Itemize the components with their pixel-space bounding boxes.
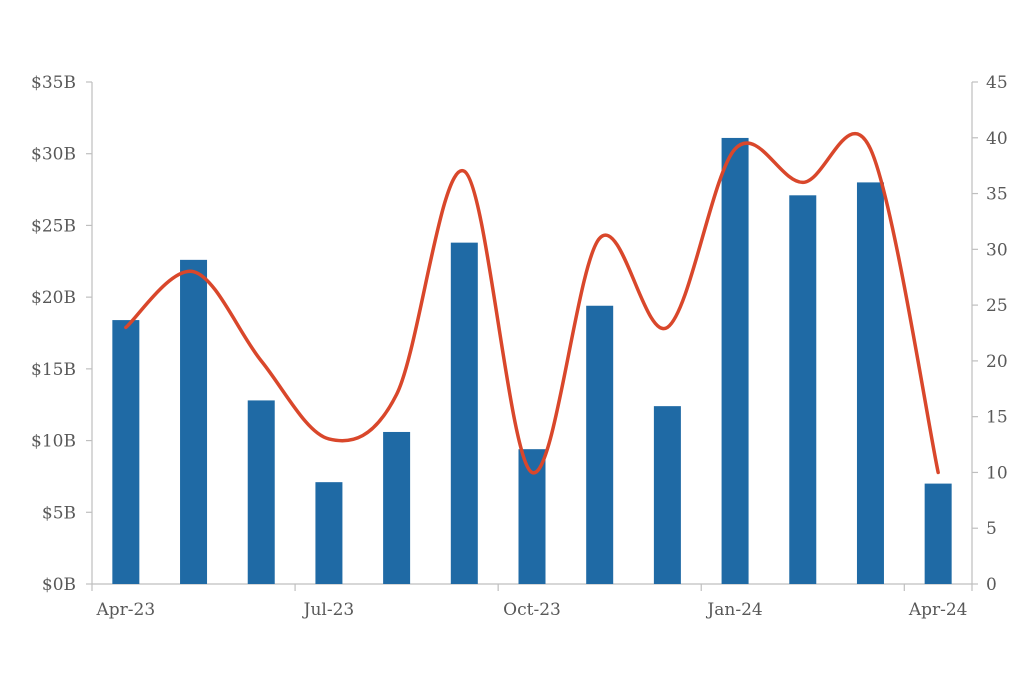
x-tick-label: Apr-23 bbox=[96, 600, 156, 620]
bar-Nov-23 bbox=[586, 305, 614, 584]
bar-Aug-23 bbox=[383, 431, 411, 584]
bar-Jun-23 bbox=[247, 400, 275, 584]
y-left-tick-label: $35B bbox=[31, 73, 76, 93]
bar-Feb-24 bbox=[789, 195, 817, 584]
y-right-tick-label: 0 bbox=[986, 575, 997, 595]
bar-Apr-23 bbox=[112, 320, 140, 584]
x-tick-label: Oct-23 bbox=[503, 600, 561, 620]
bar-Mar-24 bbox=[856, 182, 884, 584]
x-tick-label: Jul-23 bbox=[302, 600, 355, 620]
bar-Jan-24 bbox=[721, 137, 749, 585]
y-right-tick-label: 30 bbox=[986, 240, 1008, 260]
bar-May-23 bbox=[180, 259, 208, 584]
x-tick-label: Apr-24 bbox=[908, 600, 968, 620]
tick-labels: $0B $5B $10B $15B $20B $25B $30B $35B 0 5 10 15 20 25… bbox=[31, 73, 1008, 620]
y-left-tick-label: $15B bbox=[31, 360, 76, 380]
bar-Oct-23 bbox=[518, 449, 546, 584]
x-tick-label: Jan-24 bbox=[705, 600, 762, 620]
line-series-path bbox=[124, 131, 940, 475]
y-right-tick-label: 20 bbox=[986, 352, 1008, 372]
y-left-tick-label: $0B bbox=[42, 575, 76, 595]
y-left-tick-label: $20B bbox=[31, 288, 76, 308]
y-right-tick-label: 15 bbox=[986, 408, 1008, 428]
bar-Jul-23 bbox=[315, 482, 343, 584]
bar-Sep-23 bbox=[450, 242, 478, 584]
bar-Dec-23 bbox=[653, 406, 681, 584]
y-right-tick-label: 5 bbox=[986, 519, 997, 539]
y-right-tick-label: 45 bbox=[986, 73, 1008, 93]
y-right-tick-label: 35 bbox=[986, 185, 1008, 205]
bar-series bbox=[112, 137, 952, 585]
y-left-tick-label: $30B bbox=[31, 145, 76, 165]
y-right-tick-label: 25 bbox=[986, 296, 1008, 316]
y-left-tick-label: $5B bbox=[42, 503, 76, 523]
y-right-tick-label: 10 bbox=[986, 463, 1008, 483]
bar-Apr-24 bbox=[924, 483, 952, 584]
y-left-tick-label: $10B bbox=[31, 432, 76, 452]
y-right-tick-label: 40 bbox=[986, 129, 1008, 149]
y-left-tick-label: $25B bbox=[31, 216, 76, 236]
line-series bbox=[124, 131, 940, 475]
